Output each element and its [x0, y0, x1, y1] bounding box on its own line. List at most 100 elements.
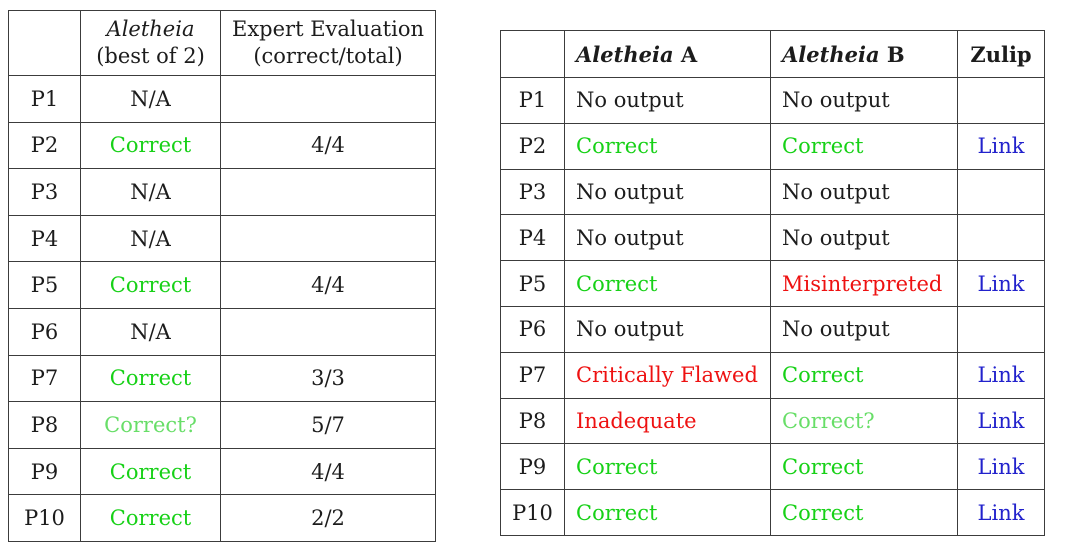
aletheia-result: Correct: [80, 494, 221, 542]
table-row: P4 N/A: [8, 214, 436, 263]
expert-evaluation-score: 4/4: [220, 261, 436, 309]
aletheia-a-result: Correct: [564, 489, 771, 536]
zulip-link[interactable]: Link: [977, 408, 1025, 433]
problem-id: P8: [500, 397, 565, 445]
problem-id: P4: [500, 214, 565, 262]
header-aletheia-a-suffix: A: [673, 41, 698, 67]
header-expert-evaluation: Expert Evaluation (correct/total): [220, 10, 436, 76]
problem-id: P2: [500, 122, 565, 170]
problem-id: P7: [500, 351, 565, 399]
problem-id: P2: [8, 121, 81, 170]
aletheia-b-result: No output: [770, 77, 958, 124]
header-aletheia-best-of-2: Aletheia (best of 2): [80, 10, 221, 76]
table-row: P9 Correct 4/4: [8, 447, 436, 496]
expert-evaluation-score: [220, 307, 436, 356]
aletheia-a-result: No output: [564, 77, 771, 124]
problem-id: P6: [8, 307, 81, 356]
header-aletheia-b-suffix: B: [879, 41, 905, 67]
expert-evaluation-score: 5/7: [220, 401, 436, 449]
zulip-link[interactable]: Link: [977, 134, 1025, 159]
zulip-link[interactable]: Link: [977, 500, 1025, 525]
aletheia-result: Correct: [80, 121, 221, 170]
table-row: P1 N/A: [8, 75, 436, 123]
expert-evaluation-score: 3/3: [220, 354, 436, 403]
header-zulip: Zulip: [957, 30, 1045, 78]
header-corner-cell: [8, 10, 81, 76]
zulip-link-cell: Link: [957, 260, 1045, 307]
zulip-link-cell: [957, 305, 1045, 353]
problem-id: P5: [8, 261, 81, 309]
aletheia-b-result: Correct: [770, 122, 958, 170]
header-expert-evaluation-line2: (correct/total): [253, 44, 403, 68]
header-aletheia-name: Aletheia: [106, 17, 195, 41]
aletheia-b-result: No output: [770, 214, 958, 262]
header-aletheia-a-name: Aletheia: [576, 41, 674, 67]
expert-evaluation-score: [220, 168, 436, 216]
table-row: P2 Correct Correct Link: [500, 122, 1045, 170]
problem-id: P6: [500, 305, 565, 353]
aletheia-result: N/A: [80, 168, 221, 216]
problem-id: P1: [8, 75, 81, 123]
aletheia-a-b-zulip-table: Aletheia A Aletheia B Zulip P1 No output N…: [500, 30, 1045, 536]
header-expert-evaluation-line1: Expert Evaluation: [232, 17, 424, 41]
zulip-link-cell: Link: [957, 351, 1045, 399]
zulip-link[interactable]: Link: [977, 454, 1025, 479]
table-row: P8 Correct? 5/7: [8, 401, 436, 449]
zulip-link-cell: [957, 77, 1045, 124]
aletheia-a-result: Inadequate: [564, 397, 771, 445]
header-aletheia-b: Aletheia B: [770, 30, 958, 78]
aletheia-a-result: Critically Flawed: [564, 351, 771, 399]
expert-evaluation-score: [220, 75, 436, 123]
table-row: P3 N/A: [8, 168, 436, 216]
zulip-link-cell: Link: [957, 443, 1045, 491]
aletheia-best-of-2-table: Aletheia (best of 2) Expert Evaluation (…: [8, 10, 436, 542]
table-row: P8 Inadequate Correct? Link: [500, 397, 1045, 445]
table-row: P7 Correct 3/3: [8, 354, 436, 403]
problem-id: P3: [8, 168, 81, 216]
aletheia-result: N/A: [80, 75, 221, 123]
table-row: P1 No output No output: [500, 77, 1045, 124]
table-row: P2 Correct 4/4: [8, 121, 436, 170]
problem-id: P4: [8, 214, 81, 263]
aletheia-b-result: No output: [770, 305, 958, 353]
header-aletheia-a: Aletheia A: [564, 30, 771, 78]
aletheia-a-result: Correct: [564, 122, 771, 170]
aletheia-a-result: No output: [564, 305, 771, 353]
table-row: P3 No output No output: [500, 168, 1045, 216]
aletheia-b-result: Correct: [770, 443, 958, 491]
aletheia-result: N/A: [80, 307, 221, 356]
table-row: P10 Correct Correct Link: [500, 489, 1045, 536]
zulip-link-cell: [957, 168, 1045, 216]
aletheia-a-result: No output: [564, 214, 771, 262]
problem-id: P1: [500, 77, 565, 124]
problem-id: P10: [500, 489, 565, 536]
aletheia-result: Correct?: [80, 401, 221, 449]
expert-evaluation-score: 4/4: [220, 121, 436, 170]
aletheia-b-result: Correct: [770, 351, 958, 399]
aletheia-b-result: Correct?: [770, 397, 958, 445]
aletheia-b-result: No output: [770, 168, 958, 216]
problem-id: P5: [500, 260, 565, 307]
problem-id: P9: [500, 443, 565, 491]
zulip-link-cell: Link: [957, 397, 1045, 445]
zulip-link[interactable]: Link: [977, 363, 1025, 388]
aletheia-result: N/A: [80, 214, 221, 263]
zulip-link-cell: Link: [957, 489, 1045, 536]
table-row: P4 No output No output: [500, 214, 1045, 262]
table-row: P6 N/A: [8, 307, 436, 356]
header-best-of-2-sub: (best of 2): [96, 44, 205, 68]
aletheia-b-result: Correct: [770, 489, 958, 536]
aletheia-a-result: No output: [564, 168, 771, 216]
table-row: P6 No output No output: [500, 305, 1045, 353]
table-row: P9 Correct Correct Link: [500, 443, 1045, 491]
problem-id: P9: [8, 447, 81, 496]
zulip-link[interactable]: Link: [977, 271, 1025, 296]
table-row: P5 Correct Misinterpreted Link: [500, 260, 1045, 307]
aletheia-result: Correct: [80, 261, 221, 309]
problem-id: P7: [8, 354, 81, 403]
expert-evaluation-score: [220, 214, 436, 263]
problem-id: P10: [8, 494, 81, 542]
problem-id: P3: [500, 168, 565, 216]
table-row: P10 Correct 2/2: [8, 494, 436, 542]
